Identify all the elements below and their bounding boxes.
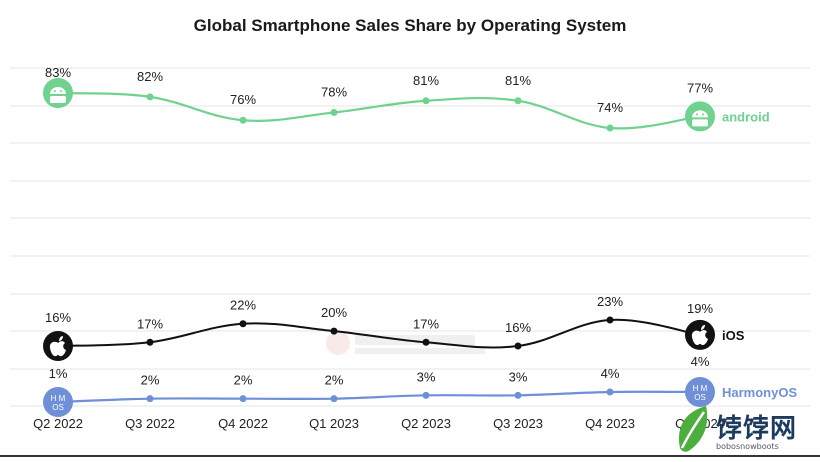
series-line	[57, 318, 701, 349]
data-point	[239, 395, 247, 403]
android-icon	[685, 101, 715, 132]
x-tick-label: Q2 2023	[401, 416, 451, 431]
faint-center-watermark	[326, 331, 485, 355]
data-point	[514, 97, 522, 105]
data-point	[606, 388, 614, 396]
site-watermark: 饽饽网 bobosnowboots	[672, 402, 812, 458]
data-label: 3%	[509, 369, 528, 384]
svg-text:OS: OS	[694, 393, 706, 402]
data-point	[146, 93, 154, 101]
data-label: 74%	[597, 100, 623, 115]
harmonyos-icon: H MOS	[43, 387, 73, 417]
chart-title: Global Smartphone Sales Share by Operati…	[193, 16, 627, 35]
data-point	[239, 116, 247, 124]
data-label: 77%	[687, 80, 713, 95]
series-line	[57, 390, 701, 404]
series-line	[57, 91, 701, 130]
data-label: 82%	[137, 69, 163, 84]
x-tick-label: Q4 2022	[218, 416, 268, 431]
data-label: 78%	[321, 84, 347, 99]
data-label: 2%	[325, 373, 344, 388]
data-label: 2%	[141, 373, 160, 388]
svg-text:H M: H M	[693, 384, 708, 393]
x-tick-label: Q1 2023	[309, 416, 359, 431]
data-point	[514, 391, 522, 399]
x-tick-label: Q3 2023	[493, 416, 543, 431]
data-label: 19%	[687, 301, 713, 316]
data-point	[330, 327, 338, 335]
data-label: 23%	[597, 294, 623, 309]
data-point	[606, 316, 614, 324]
x-tick-label: Q3 2022	[125, 416, 175, 431]
watermark-text: 饽饽网	[716, 414, 798, 444]
data-point	[422, 338, 430, 346]
apple-icon	[43, 331, 73, 361]
data-point	[239, 320, 247, 328]
x-axis-ticks: Q2 2022 Q3 2022 Q4 2022 Q1 2023 Q2 2023 Q3 20…	[33, 416, 725, 431]
data-label: 16%	[505, 320, 531, 335]
data-label: 2%	[234, 373, 253, 388]
gridlines	[10, 67, 810, 407]
data-label: 81%	[413, 73, 439, 88]
data-label: 17%	[137, 316, 163, 331]
data-label: 3%	[417, 369, 436, 384]
harmonyos-icon: H MOS	[685, 377, 715, 407]
data-label: 16%	[45, 310, 71, 325]
data-point	[606, 124, 614, 132]
legend-label-android: android	[722, 109, 770, 124]
data-point	[330, 108, 338, 116]
data-label: 20%	[321, 305, 347, 320]
series-android: 83% 82% 76% 78% 81% 81% 74% 77% android	[43, 65, 770, 132]
apple-icon	[685, 319, 715, 350]
bottom-rule	[0, 455, 820, 457]
x-tick-label: Q2 2022	[33, 416, 83, 431]
data-label: 1%	[49, 366, 68, 381]
data-label: 81%	[505, 73, 531, 88]
data-point	[422, 97, 430, 105]
data-label: 22%	[230, 298, 256, 313]
data-point	[422, 391, 430, 399]
data-point	[330, 395, 338, 403]
series-layer: 83% 82% 76% 78% 81% 81% 74% 77% android 16% 17% 22%…	[43, 65, 797, 417]
data-point	[514, 342, 522, 350]
data-label: 4%	[601, 366, 620, 381]
svg-text:H M: H M	[51, 394, 66, 403]
data-point	[146, 338, 154, 346]
leaf-logo-icon	[679, 406, 708, 452]
data-label: 17%	[413, 316, 439, 331]
data-label: 76%	[230, 92, 256, 107]
android-icon	[43, 78, 73, 108]
series-ios: 16% 17% 22% 20% 17% 16% 23% 19% iOS	[43, 294, 745, 361]
data-label: 4%	[691, 354, 710, 369]
watermark-subtext: bobosnowboots	[716, 442, 779, 451]
svg-text:OS: OS	[52, 403, 64, 412]
x-tick-label: Q4 2023	[585, 416, 635, 431]
legend-label-ios: iOS	[722, 328, 745, 343]
data-point	[146, 395, 154, 403]
data-label: 83%	[45, 65, 71, 80]
legend-label-harmonyos: HarmonyOS	[722, 385, 797, 400]
